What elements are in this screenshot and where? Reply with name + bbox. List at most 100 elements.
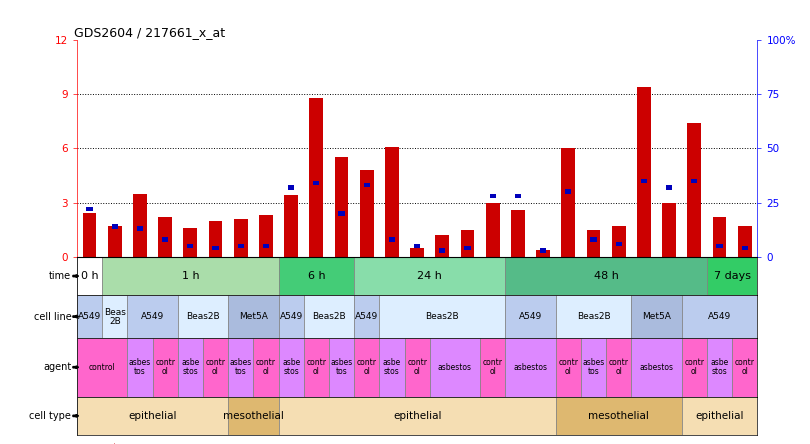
Text: contr
ol: contr ol xyxy=(156,358,175,376)
Bar xyxy=(713,217,727,257)
Bar xyxy=(112,224,118,229)
Bar xyxy=(505,338,556,396)
Bar xyxy=(279,295,304,338)
Text: contr
ol: contr ol xyxy=(609,358,629,376)
Bar xyxy=(732,338,757,396)
Bar xyxy=(354,257,505,295)
Bar xyxy=(87,207,92,211)
Text: cell line: cell line xyxy=(33,312,71,321)
Bar xyxy=(707,257,757,295)
Bar xyxy=(663,202,676,257)
Text: A549: A549 xyxy=(141,312,164,321)
Bar xyxy=(606,338,631,396)
Text: 7 days: 7 days xyxy=(714,271,751,281)
Text: asbestos: asbestos xyxy=(514,363,548,372)
Text: asbe
stos: asbe stos xyxy=(181,358,199,376)
Bar xyxy=(102,295,127,338)
Text: 6 h: 6 h xyxy=(308,271,325,281)
Bar xyxy=(666,185,672,190)
Text: contr
ol: contr ol xyxy=(735,358,755,376)
Text: A549: A549 xyxy=(708,312,731,321)
Text: asbe
stos: asbe stos xyxy=(710,358,729,376)
Bar xyxy=(556,295,631,338)
Bar xyxy=(183,228,198,257)
Bar xyxy=(279,257,354,295)
Bar xyxy=(77,257,102,295)
Text: asbe
stos: asbe stos xyxy=(383,358,401,376)
Bar xyxy=(279,396,556,435)
Bar xyxy=(304,295,354,338)
Bar xyxy=(637,87,651,257)
Text: cell type: cell type xyxy=(29,411,71,421)
Bar xyxy=(262,244,269,248)
Bar xyxy=(436,235,450,257)
Bar xyxy=(228,295,279,338)
Bar xyxy=(461,230,475,257)
Text: 48 h: 48 h xyxy=(594,271,619,281)
Bar xyxy=(631,295,682,338)
Text: GDS2604 / 217661_x_at: GDS2604 / 217661_x_at xyxy=(74,26,224,39)
Bar xyxy=(586,230,600,257)
Bar xyxy=(738,226,752,257)
Text: asbes
tos: asbes tos xyxy=(582,358,605,376)
Bar xyxy=(313,181,319,185)
Bar xyxy=(505,295,556,338)
Text: asbestos: asbestos xyxy=(438,363,472,372)
Bar xyxy=(379,295,505,338)
Bar xyxy=(127,295,177,338)
Bar xyxy=(77,396,228,435)
Bar xyxy=(480,338,505,396)
Text: Met5A: Met5A xyxy=(642,312,671,321)
Bar xyxy=(234,219,248,257)
Text: mesothelial: mesothelial xyxy=(588,411,649,421)
Bar xyxy=(133,194,147,257)
Text: contr
ol: contr ol xyxy=(558,358,578,376)
Text: contr
ol: contr ol xyxy=(256,358,276,376)
Bar xyxy=(137,226,143,231)
Text: A549: A549 xyxy=(78,312,101,321)
Bar xyxy=(187,244,194,248)
Bar xyxy=(83,214,96,257)
Bar xyxy=(612,226,625,257)
Bar xyxy=(177,338,203,396)
Bar xyxy=(742,246,748,250)
Bar xyxy=(410,248,424,257)
Text: A549: A549 xyxy=(355,312,378,321)
Bar xyxy=(158,217,172,257)
Bar xyxy=(414,244,420,248)
Text: A549: A549 xyxy=(279,312,303,321)
Bar xyxy=(682,338,707,396)
Bar xyxy=(354,295,379,338)
Bar xyxy=(536,250,550,257)
Bar xyxy=(309,98,323,257)
Bar xyxy=(102,257,279,295)
Bar xyxy=(581,338,606,396)
Bar xyxy=(127,338,152,396)
Text: epithelial: epithelial xyxy=(393,411,441,421)
Text: contr
ol: contr ol xyxy=(206,358,225,376)
Bar xyxy=(616,242,622,246)
Text: Beas2B: Beas2B xyxy=(312,312,346,321)
Bar xyxy=(707,338,732,396)
Text: ■ count: ■ count xyxy=(77,443,117,444)
Bar xyxy=(279,338,304,396)
Text: Beas2B: Beas2B xyxy=(425,312,459,321)
Bar xyxy=(335,158,348,257)
Bar xyxy=(228,396,279,435)
Bar xyxy=(237,244,244,248)
Text: 0 h: 0 h xyxy=(81,271,98,281)
Bar xyxy=(209,221,223,257)
Text: asbestos: asbestos xyxy=(640,363,674,372)
Bar xyxy=(177,295,228,338)
Bar xyxy=(364,183,370,187)
Bar xyxy=(228,338,254,396)
Bar xyxy=(590,237,597,242)
Text: contr
ol: contr ol xyxy=(483,358,503,376)
Bar xyxy=(339,211,345,216)
Bar xyxy=(464,246,471,250)
Bar xyxy=(556,396,682,435)
Bar xyxy=(354,338,379,396)
Text: epithelial: epithelial xyxy=(128,411,177,421)
Bar xyxy=(404,338,430,396)
Bar xyxy=(152,338,177,396)
